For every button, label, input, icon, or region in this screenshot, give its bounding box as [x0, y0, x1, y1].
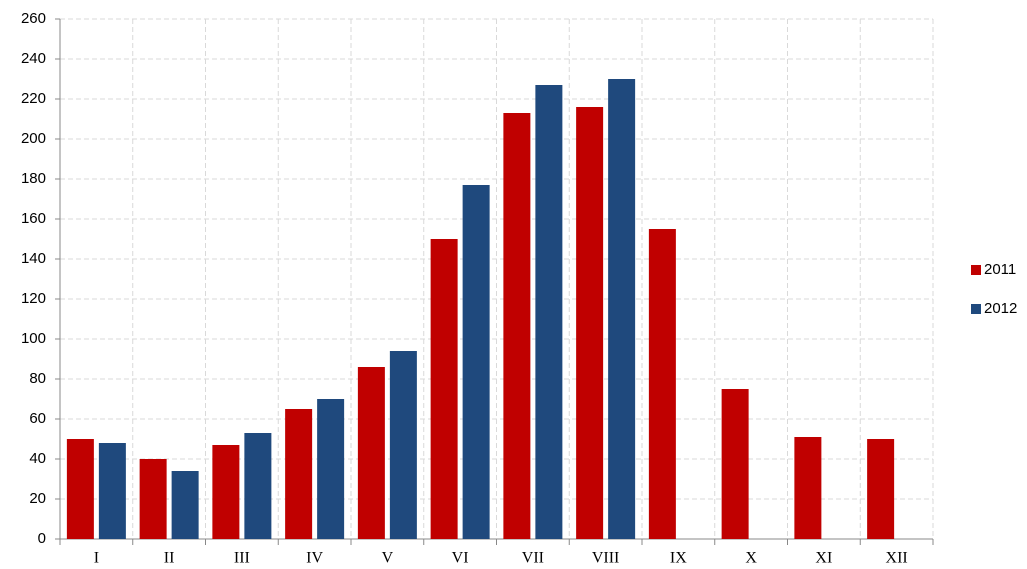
bar: [462, 185, 490, 539]
y-tick-label: 120: [21, 290, 46, 307]
x-tick-label: XI: [815, 550, 832, 567]
y-tick-label: 140: [21, 250, 46, 267]
x-tick-label: VI: [452, 550, 469, 567]
bar: [212, 445, 240, 539]
bar: [535, 85, 563, 539]
legend-swatch: [971, 304, 981, 314]
x-tick-label: III: [234, 550, 250, 567]
y-tick-label: 160: [21, 210, 46, 227]
legend-label: 2012: [984, 300, 1017, 317]
y-tick-label: 40: [29, 450, 46, 467]
bar: [171, 471, 199, 539]
bar: [430, 239, 458, 539]
bar: [389, 351, 417, 539]
legend-label: 2011: [984, 261, 1016, 278]
x-tick-label: V: [382, 550, 394, 567]
bar: [244, 433, 272, 539]
bar: [503, 113, 531, 539]
bar: [139, 459, 167, 539]
y-tick-label: 220: [21, 90, 46, 107]
x-tick-label: IX: [670, 550, 687, 567]
y-tick-label: 0: [38, 530, 46, 547]
bar: [867, 439, 895, 539]
x-tick-label: XII: [886, 550, 908, 567]
bar: [285, 409, 313, 539]
legend-swatch: [971, 265, 981, 275]
y-tick-label: 240: [21, 50, 46, 67]
y-tick-label: 20: [29, 490, 46, 507]
x-tick-label: VIII: [592, 550, 620, 567]
y-tick-label: 100: [21, 330, 46, 347]
bar: [721, 389, 749, 539]
bar: [608, 79, 636, 539]
y-tick-label: 260: [21, 10, 46, 27]
x-tick-label: II: [164, 550, 175, 567]
x-tick-label: VII: [522, 550, 544, 567]
x-tick-label: X: [745, 550, 757, 567]
x-tick-label: IV: [306, 550, 323, 567]
bar: [66, 439, 94, 539]
x-tick-label: I: [94, 550, 99, 567]
bar: [794, 437, 822, 539]
bar: [357, 367, 385, 539]
y-tick-label: 60: [29, 410, 46, 427]
y-tick-label: 180: [21, 170, 46, 187]
bar: [576, 107, 604, 539]
y-tick-label: 200: [21, 130, 46, 147]
y-tick-label: 80: [29, 370, 46, 387]
bar: [648, 229, 676, 539]
bar: [317, 399, 345, 539]
bar: [98, 443, 126, 539]
